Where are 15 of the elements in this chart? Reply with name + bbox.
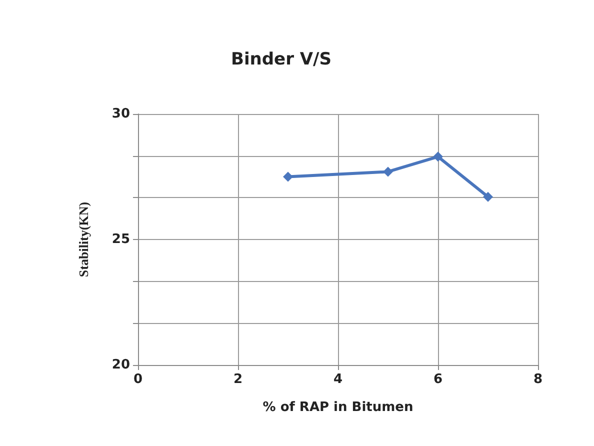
x-tick-label: 2 <box>233 372 243 387</box>
y-tick-label: 25 <box>112 232 130 247</box>
x-tick-label: 0 <box>133 372 143 387</box>
y-tick-label: 20 <box>112 358 130 372</box>
x-tick-label: 8 <box>533 372 543 387</box>
point <box>283 172 293 182</box>
point <box>483 192 493 202</box>
x-tick-label: 4 <box>333 372 343 387</box>
point <box>433 152 443 162</box>
chart-title: Binder V/S <box>231 50 332 70</box>
y-axis-title: Stability(KN) <box>76 202 91 278</box>
y-tick-label: 30 <box>112 106 130 122</box>
x-tick-label: 6 <box>433 372 443 387</box>
point <box>383 166 393 177</box>
x-axis-title: % of RAP in Bitumen <box>262 400 414 415</box>
